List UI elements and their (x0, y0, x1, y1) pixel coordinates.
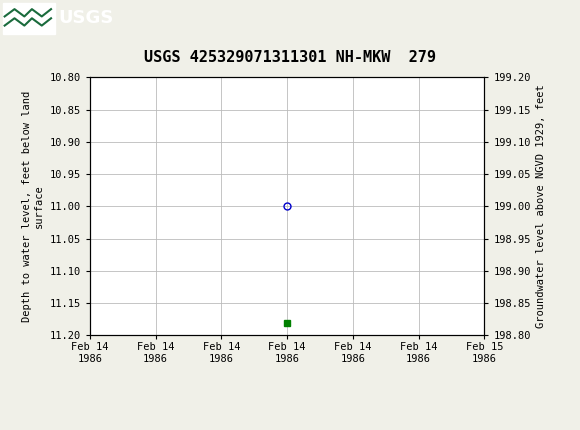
Text: USGS: USGS (58, 9, 113, 27)
Bar (3, 3, 55, 34)
Text: USGS 425329071311301 NH-MKW  279: USGS 425329071311301 NH-MKW 279 (144, 49, 436, 64)
Y-axis label: Depth to water level, feet below land
surface: Depth to water level, feet below land su… (23, 91, 44, 322)
Y-axis label: Groundwater level above NGVD 1929, feet: Groundwater level above NGVD 1929, feet (536, 85, 546, 328)
